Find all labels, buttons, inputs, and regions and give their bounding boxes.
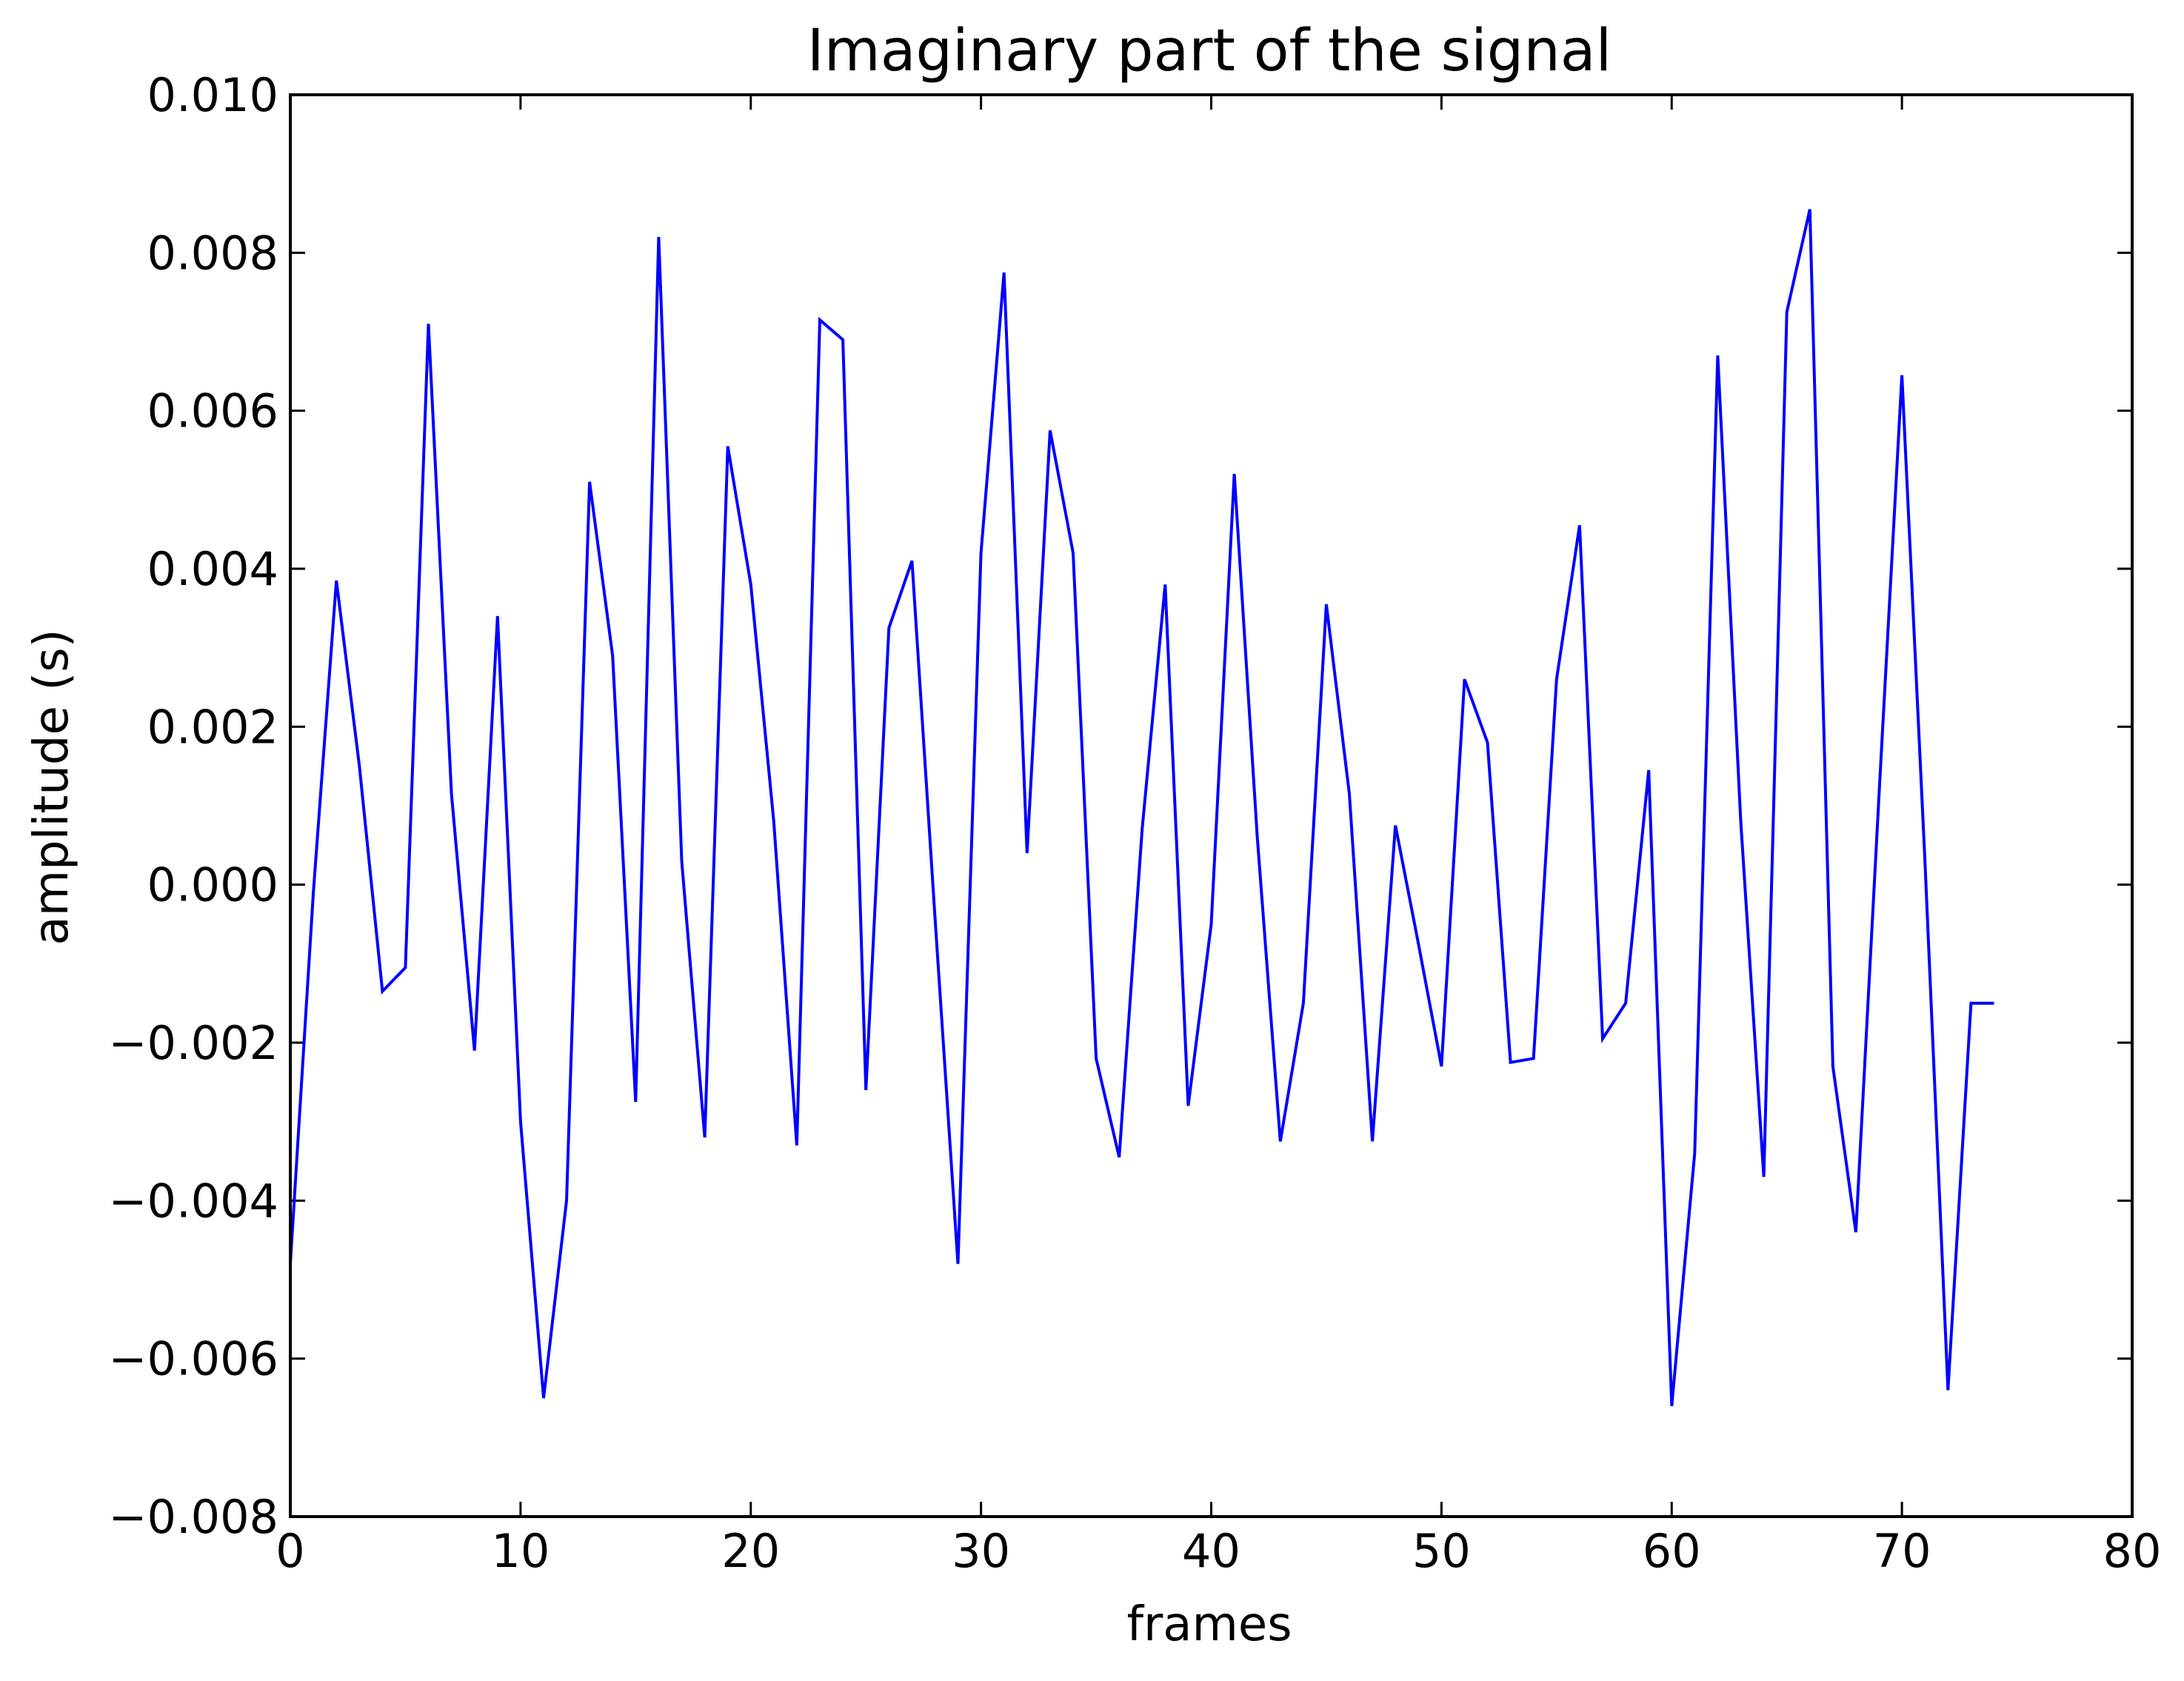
- y-tick-label: 0.006: [147, 384, 279, 438]
- series-layer: [289, 209, 1994, 1406]
- y-tick-label: 0.004: [147, 542, 279, 596]
- x-axis-ticks: 0 10 20 30 40 50 60 70 80: [275, 95, 2161, 1578]
- chart-title: Imaginary part of the signal: [807, 18, 1612, 84]
- y-tick-label: −0.008: [109, 1490, 278, 1544]
- x-tick-label: 30: [952, 1524, 1010, 1578]
- y-tick-label: 0.008: [147, 226, 279, 280]
- x-tick-label: 50: [1412, 1524, 1471, 1578]
- series-line-0: [289, 209, 1994, 1406]
- y-tick-label: −0.002: [109, 1016, 278, 1070]
- y-axis-label: amplitude (s): [24, 629, 79, 945]
- x-tick-label: 70: [1873, 1524, 1931, 1578]
- x-tick-label: 0: [275, 1524, 304, 1578]
- x-tick-label: 20: [721, 1524, 780, 1578]
- y-tick-label: 0.002: [147, 700, 279, 754]
- y-tick-label: 0.010: [147, 68, 279, 122]
- x-tick-label: 80: [2103, 1524, 2162, 1578]
- x-tick-label: 10: [491, 1524, 550, 1578]
- y-tick-label: 0.000: [147, 858, 279, 912]
- x-axis-label: frames: [1126, 1597, 1292, 1652]
- y-tick-label: −0.004: [109, 1174, 278, 1228]
- y-axis-ticks: −0.008 −0.006 −0.004 −0.002 0.000 0.002 0.004 0…: [109, 68, 2132, 1544]
- x-tick-label: 40: [1182, 1524, 1240, 1578]
- x-tick-label: 60: [1643, 1524, 1701, 1578]
- y-tick-label: −0.006: [109, 1332, 278, 1386]
- plot-area-frame: [289, 93, 2134, 1518]
